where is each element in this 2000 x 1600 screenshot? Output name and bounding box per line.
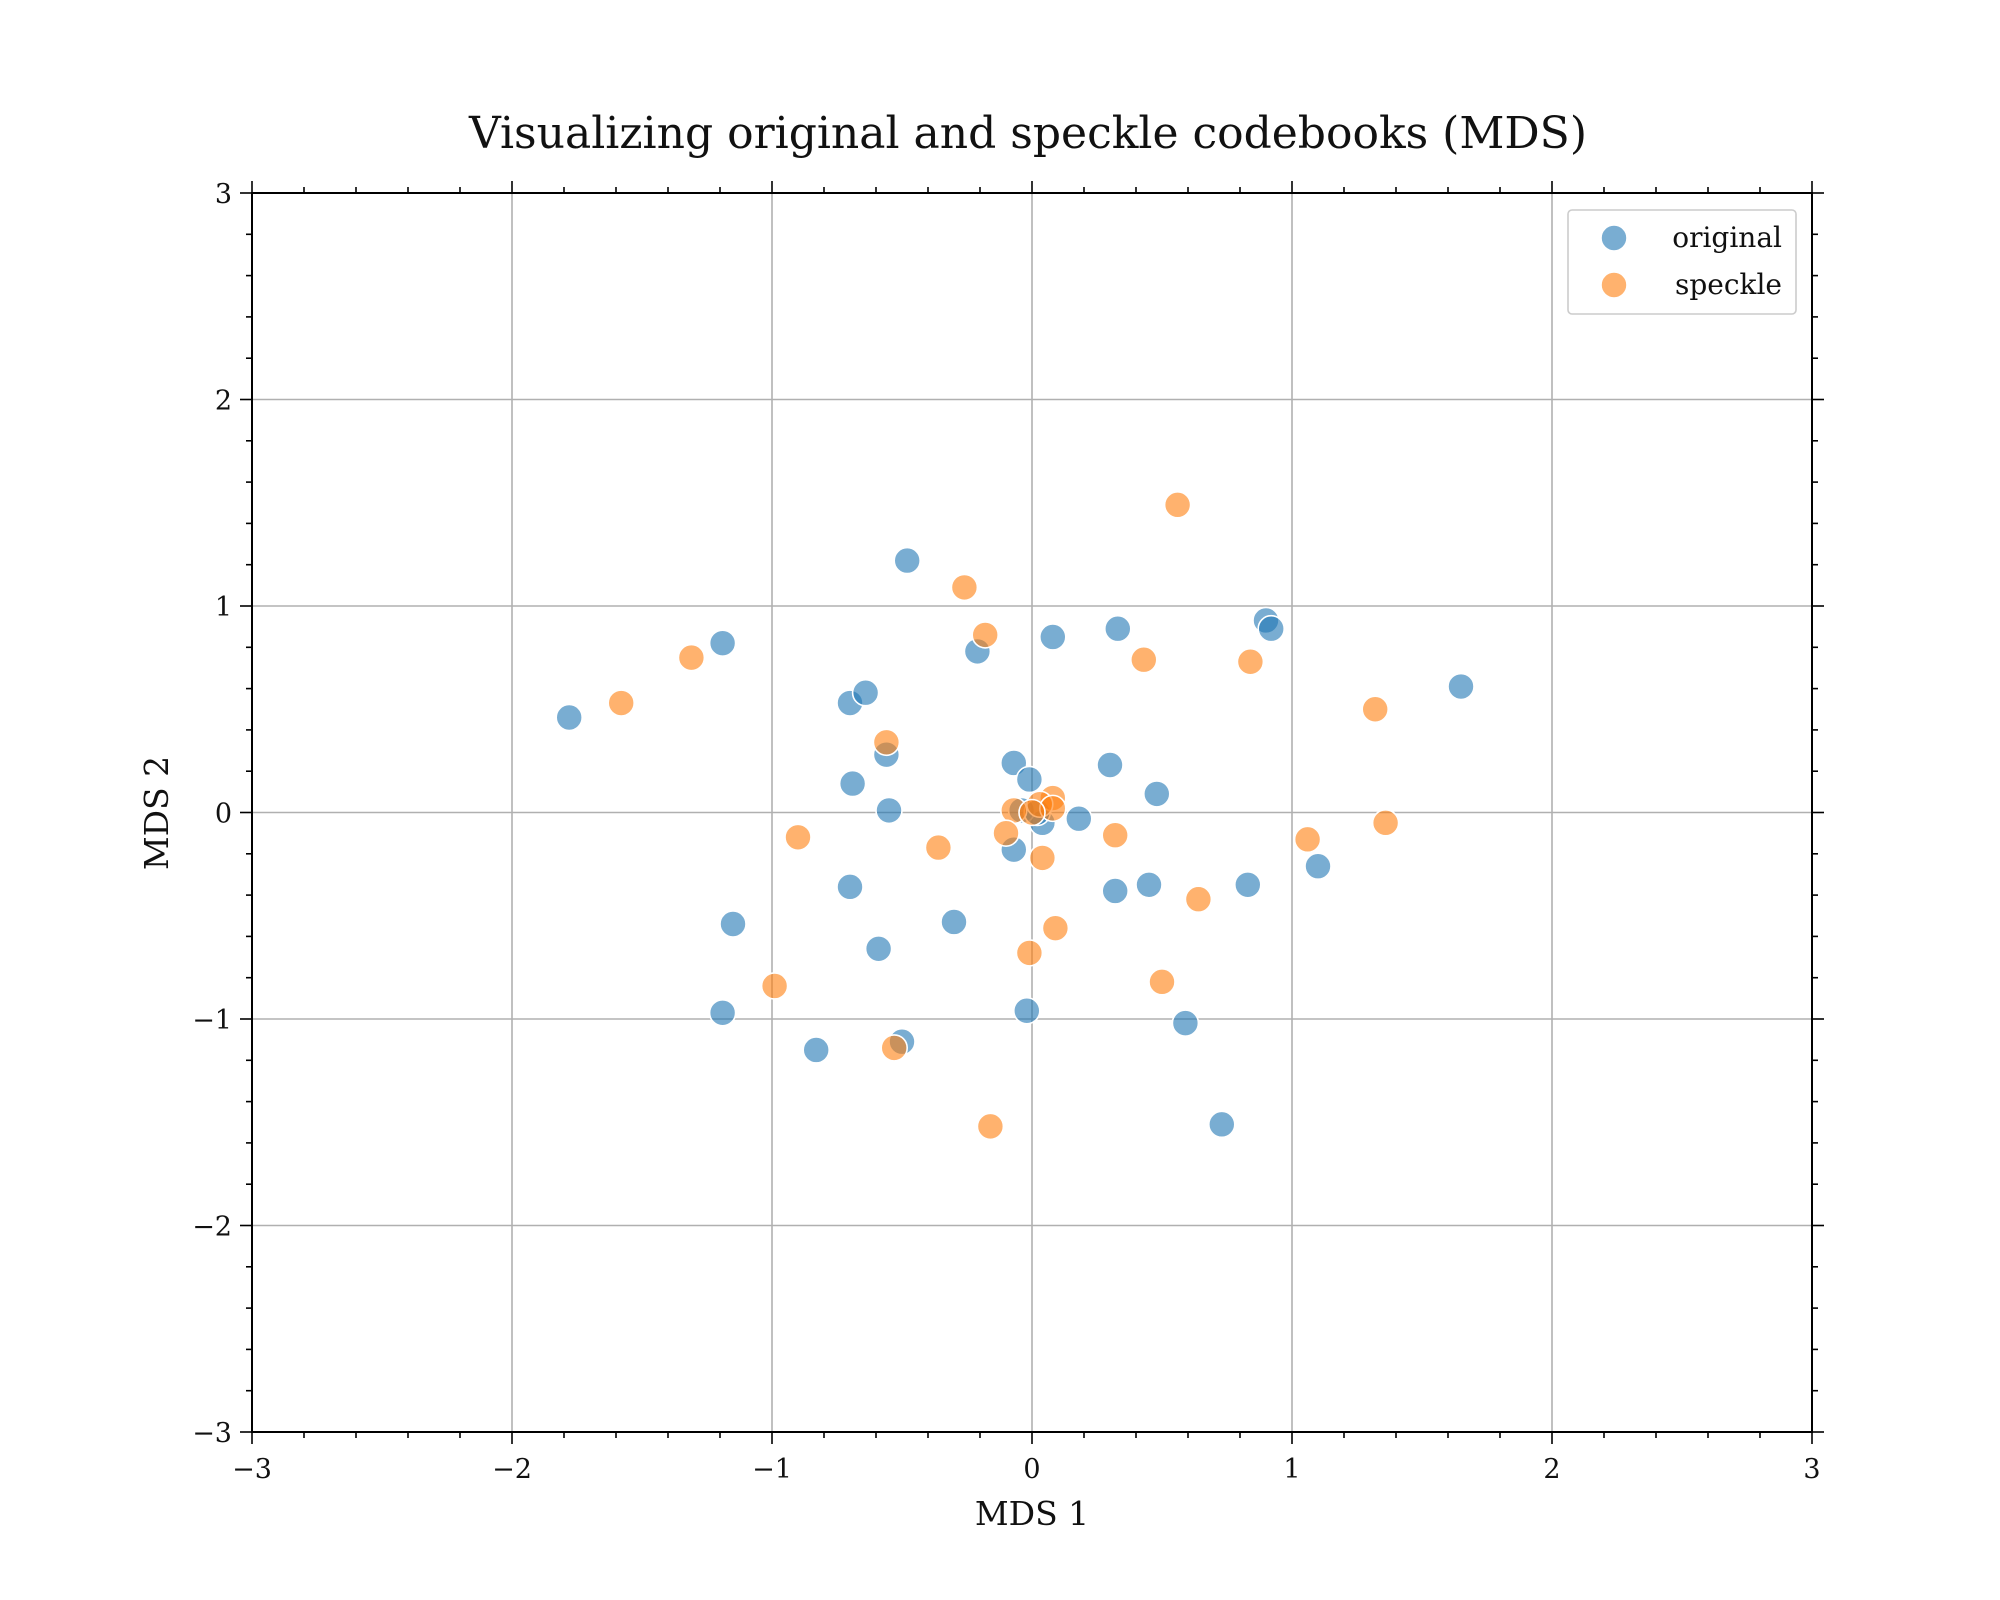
original-point	[1304, 852, 1332, 880]
original-point	[838, 769, 867, 798]
speckle-point	[1041, 914, 1070, 942]
speckle-point	[976, 1112, 1005, 1141]
speckle-point	[880, 1034, 909, 1062]
speckle-point	[607, 689, 636, 717]
x-tick-label: −3	[232, 1454, 272, 1485]
original-point	[1015, 765, 1044, 794]
original-point	[555, 703, 584, 732]
speckle-point	[1015, 939, 1044, 967]
original-point	[1208, 1110, 1236, 1139]
original-point	[893, 546, 922, 575]
original-point	[708, 999, 737, 1027]
y-tick-label: 3	[215, 179, 232, 210]
speckle-point	[1293, 825, 1322, 854]
x-tick-label: 0	[1023, 1454, 1040, 1485]
original-point	[1234, 870, 1262, 899]
y-tick-label: −3	[192, 1418, 232, 1449]
original-point	[864, 934, 893, 963]
original-point	[1065, 804, 1093, 833]
speckle-point	[1018, 798, 1046, 827]
speckle-point	[950, 573, 979, 602]
legend-marker-speckle	[1600, 271, 1628, 299]
speckle-point	[924, 833, 953, 862]
speckle-point	[1130, 645, 1158, 674]
original-point	[719, 910, 747, 938]
original-point	[1039, 623, 1067, 651]
original-point	[1096, 751, 1124, 779]
original-point	[708, 629, 737, 657]
speckle-point	[1148, 968, 1176, 996]
speckle-point	[971, 621, 1000, 649]
original-point	[802, 1036, 831, 1064]
original-point	[1257, 614, 1285, 643]
original-point	[1104, 614, 1132, 643]
original-point	[875, 796, 903, 825]
x-tick-label: −1	[752, 1454, 792, 1485]
speckle-point	[1184, 885, 1213, 914]
legend-marker-original	[1600, 224, 1628, 252]
original-point	[1171, 1009, 1200, 1037]
axis-ticks	[240, 181, 1824, 1444]
y-axis-label: MDS 2	[137, 756, 176, 870]
original-point	[836, 873, 864, 901]
speckle-point	[784, 823, 812, 852]
speckle-point	[872, 728, 901, 757]
legend: original speckle	[1567, 209, 1797, 315]
speckle-point	[1361, 695, 1389, 724]
speckle-point	[760, 972, 789, 1000]
y-tick-label: 2	[215, 386, 232, 417]
legend-label-speckle: speckle	[1675, 268, 1782, 301]
speckle-point	[1028, 844, 1057, 872]
original-point	[940, 908, 968, 936]
y-tick-label: −2	[192, 1212, 232, 1243]
x-tick-label: −2	[492, 1454, 532, 1485]
speckle-point	[1236, 647, 1265, 676]
original-point	[851, 678, 880, 707]
x-tick-label: 2	[1543, 1454, 1560, 1485]
chart-title: Visualizing original and speckle codeboo…	[468, 108, 1587, 159]
x-tick-label: 3	[1803, 1454, 1820, 1485]
legend-label-original: original	[1672, 221, 1782, 254]
x-tick-label: 1	[1283, 1454, 1300, 1485]
speckle-point	[1163, 491, 1192, 519]
speckle-point	[1371, 809, 1400, 837]
tick-labels: −3 −2 −1 0 1 2 3 −3 −2 −1 0 1 2 3	[192, 179, 1820, 1485]
original-point	[1013, 996, 1041, 1025]
original-point	[1447, 672, 1475, 701]
speckle-point	[1101, 821, 1129, 850]
speckle-point	[992, 819, 1020, 847]
y-tick-label: −1	[192, 1005, 232, 1036]
x-axis-label: MDS 1	[975, 1494, 1089, 1533]
speckle-point	[677, 643, 706, 672]
original-point	[1135, 870, 1163, 899]
y-tick-label: 1	[215, 592, 232, 623]
original-point	[1143, 780, 1171, 808]
original-point	[1101, 877, 1129, 905]
data-points	[555, 491, 1475, 1141]
y-tick-label: 0	[215, 799, 232, 830]
